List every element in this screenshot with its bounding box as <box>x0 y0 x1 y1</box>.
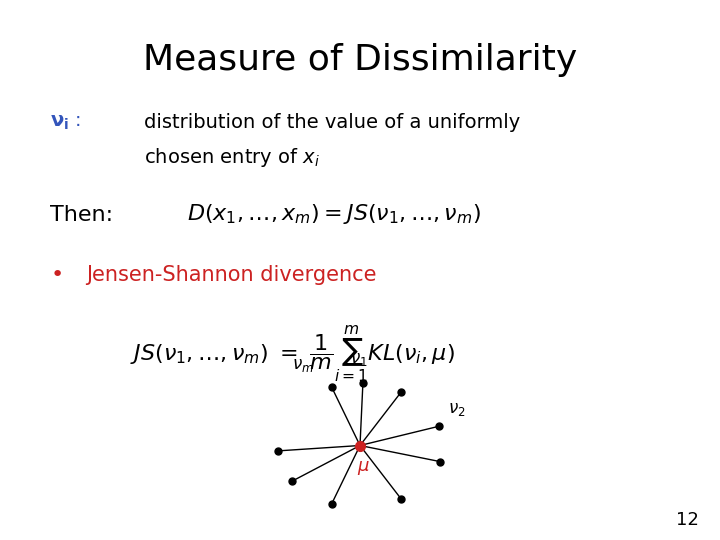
Text: $\nu_1$: $\nu_1$ <box>351 350 368 368</box>
Text: •: • <box>50 265 63 285</box>
Text: Measure of Dissimilarity: Measure of Dissimilarity <box>143 43 577 77</box>
Text: $\nu_2$: $\nu_2$ <box>448 400 466 418</box>
Text: 12: 12 <box>675 511 698 529</box>
Text: $\mu$: $\mu$ <box>357 459 370 477</box>
Text: chosen entry of $x_i$: chosen entry of $x_i$ <box>144 146 320 169</box>
Text: Jensen-Shannon divergence: Jensen-Shannon divergence <box>86 265 377 285</box>
Text: $D(x_1,\ldots,x_m) = JS(\nu_1,\ldots,\nu_m)$: $D(x_1,\ldots,x_m) = JS(\nu_1,\ldots,\nu… <box>187 202 481 226</box>
Text: $\mathbf{\nu_i}$ :: $\mathbf{\nu_i}$ : <box>50 113 81 132</box>
Text: Then:: Then: <box>50 205 114 225</box>
Text: $JS(\nu_1,\ldots,\nu_m) \ = \ \dfrac{1}{m}\sum_{i=1}^{m} KL(\nu_i,\mu)$: $JS(\nu_1,\ldots,\nu_m) \ = \ \dfrac{1}{… <box>130 324 454 385</box>
Text: distribution of the value of a uniformly: distribution of the value of a uniformly <box>144 113 521 132</box>
Text: $\nu_m$: $\nu_m$ <box>292 356 314 374</box>
